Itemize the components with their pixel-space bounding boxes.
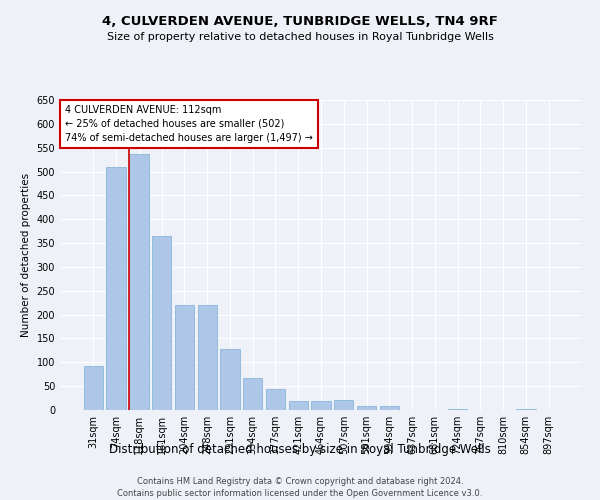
- Bar: [266, 390, 285, 410]
- Bar: [197, 305, 217, 410]
- Y-axis label: Number of detached properties: Number of detached properties: [21, 173, 31, 337]
- Bar: [334, 400, 353, 410]
- Bar: [380, 406, 399, 410]
- Text: Distribution of detached houses by size in Royal Tunbridge Wells: Distribution of detached houses by size …: [109, 442, 491, 456]
- Bar: [289, 402, 308, 410]
- Bar: [106, 167, 126, 410]
- Bar: [516, 408, 536, 410]
- Bar: [152, 236, 172, 410]
- Text: Contains HM Land Registry data © Crown copyright and database right 2024.: Contains HM Land Registry data © Crown c…: [137, 478, 463, 486]
- Text: 4, CULVERDEN AVENUE, TUNBRIDGE WELLS, TN4 9RF: 4, CULVERDEN AVENUE, TUNBRIDGE WELLS, TN…: [102, 15, 498, 28]
- Bar: [220, 349, 239, 410]
- Text: Contains public sector information licensed under the Open Government Licence v3: Contains public sector information licen…: [118, 489, 482, 498]
- Text: Size of property relative to detached houses in Royal Tunbridge Wells: Size of property relative to detached ho…: [107, 32, 493, 42]
- Bar: [175, 305, 194, 410]
- Bar: [357, 406, 376, 410]
- Text: 4 CULVERDEN AVENUE: 112sqm
← 25% of detached houses are smaller (502)
74% of sem: 4 CULVERDEN AVENUE: 112sqm ← 25% of deta…: [65, 104, 313, 142]
- Bar: [448, 408, 467, 410]
- Bar: [84, 366, 103, 410]
- Bar: [129, 154, 149, 410]
- Bar: [311, 402, 331, 410]
- Bar: [243, 378, 262, 410]
